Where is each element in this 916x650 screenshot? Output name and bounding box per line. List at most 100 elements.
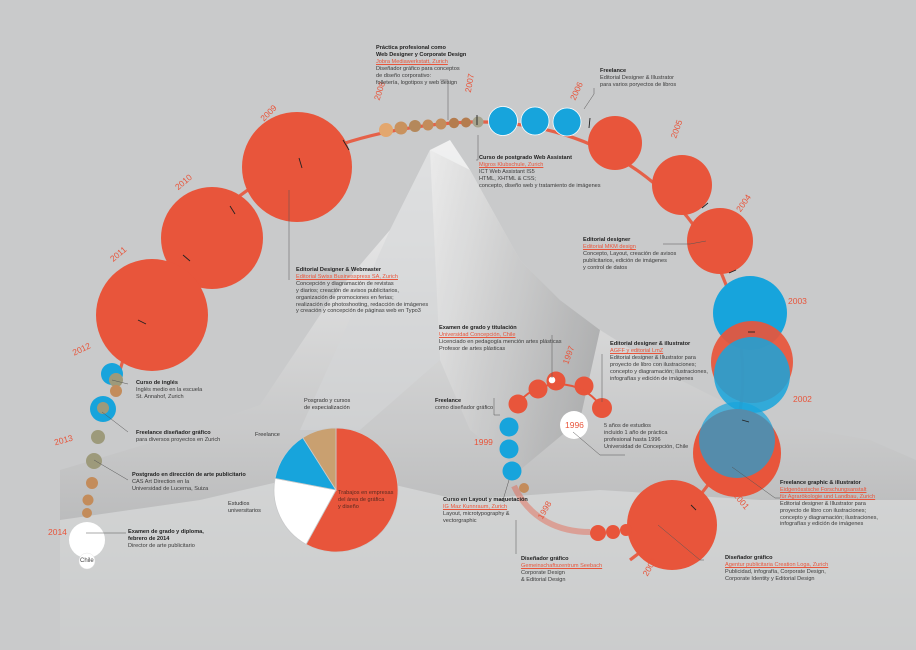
- entry-line: proyecto de libro con ilustraciones;: [610, 361, 697, 368]
- entry-org: AGFF y editorial LmZ: [610, 347, 664, 354]
- year-2002: 2002: [793, 394, 812, 404]
- circle-2013-c: [86, 477, 98, 489]
- circle-1999-a: [499, 417, 519, 437]
- entry-line: concepto y diagramación; ilustraciones,: [610, 368, 708, 375]
- entry-line: para varios poryectos de libros: [600, 81, 677, 88]
- entry-line: Editorial Designer & Illustrator: [600, 74, 674, 81]
- pie-label-trabajos: Trabajos en empresas del área de gráfica…: [338, 490, 393, 510]
- circle-2006-a: [588, 116, 642, 170]
- leader-lines: [86, 79, 780, 561]
- entry-line: organización de promociones en ferias;: [296, 294, 394, 301]
- pie-chart: [273, 427, 399, 553]
- entry-title: Diseñador gráfico: [725, 555, 773, 561]
- circle-2012-c: [110, 385, 122, 397]
- entry-line: & Editorial Design: [521, 576, 566, 583]
- year-2014: 2014: [48, 527, 67, 537]
- pie-label-line: del área de gráfica: [338, 496, 385, 503]
- circle-2007-a: [488, 106, 518, 136]
- entry-org: Jobra Mediawerkstatt, Zurich: [376, 58, 448, 65]
- entry-layout: Curso en Layout y maquetación IG Maz Kun…: [443, 497, 528, 525]
- circle-2007-grey: [472, 116, 484, 128]
- circle-2010: [161, 187, 263, 289]
- entry-ingles: Curso de inglés Inglés medio en la escue…: [136, 380, 202, 401]
- circle-2007-c: [552, 107, 582, 137]
- arc-2000-fade: [511, 484, 591, 535]
- entry-title: Freelance diseñador gráfico: [136, 430, 211, 436]
- circle-2008-d: [422, 119, 434, 131]
- entry-line: vectorgraphic: [443, 517, 477, 524]
- circle-2006-b: [652, 155, 712, 215]
- entry-line: HTML, XHTML & CSS;: [479, 175, 536, 182]
- entry-line: Corporate Identity y Editorial Design: [725, 575, 815, 582]
- year-1999: 1999: [474, 437, 493, 447]
- circle-2012-e: [97, 402, 109, 414]
- entry-line: Profesor de artes plásticas: [439, 345, 506, 352]
- entry-title-2: Web Designer y Corporate Design: [376, 51, 467, 58]
- circle-2013-d: [82, 494, 94, 506]
- circle-2013-a: [91, 430, 105, 444]
- entry-org: Editorial Swiss Businesspress SA, Zurich: [296, 273, 398, 280]
- entry-title: Postgrado en dirección de arte publicita…: [132, 472, 246, 478]
- entry-estudios: 5 años de estudios incluido 1 año de prá…: [604, 423, 688, 451]
- entry-line: profesional hasta 1996: [604, 436, 661, 443]
- entry-loga: Diseñador gráfico Agentur publicitaria C…: [725, 555, 828, 583]
- circle-2000-a: [590, 525, 606, 541]
- entry-line: ICT Web Assistant IS5: [479, 168, 535, 175]
- year-2003: 2003: [788, 296, 807, 306]
- entry-examen-grado: Examen de grado y titulación Universidad…: [439, 325, 562, 353]
- circle-2014-chile: [69, 522, 105, 558]
- pie-slice-trabajos: [305, 427, 399, 553]
- entry-title: Curso de postgrado Web Assistant: [479, 155, 572, 161]
- year-1996: 1996: [565, 420, 584, 430]
- entry-title: Editorial designer & illustrator: [610, 341, 691, 347]
- circle-2013-b: [86, 453, 102, 469]
- pie-label-line: de especialización: [304, 404, 350, 411]
- pie-label-estudios: Estudios universitarios: [228, 501, 261, 515]
- pie-label-postgrado: Posgrado y cursos de especialización: [304, 398, 350, 412]
- circle-1999-d: [519, 483, 529, 493]
- circle-2002-blue-b: [699, 402, 775, 478]
- entry-title: Freelance: [600, 68, 627, 74]
- entry-title: Práctica profesional como: [376, 45, 446, 51]
- entry-title: Freelance graphic & illustrator: [780, 480, 861, 486]
- entry-line: Concepto, Layout, creación de avisos: [583, 250, 677, 257]
- entry-org: Agentur publicitaria Creation Loga, Zuri…: [725, 561, 829, 568]
- entry-line: concepto, diseño web y tratamiento de im…: [479, 182, 601, 189]
- entry-line: Layout, microtypography &: [443, 510, 510, 517]
- circle-2008-b: [394, 121, 408, 135]
- entry-line: y control de datos: [583, 264, 628, 271]
- entry-line: Publicidad, infografía, Corporate Design…: [725, 568, 826, 575]
- entry-title: Freelance: [435, 398, 462, 404]
- circle-2008-e: [435, 118, 447, 130]
- entry-line: realización de photoshooting, redacción …: [296, 301, 429, 308]
- circle-1997-a: [592, 398, 612, 418]
- entry-line: publicitarios, edición de imágenes: [583, 257, 667, 264]
- entry-title: Curso en Layout y maquetación: [443, 497, 528, 503]
- entry-line: Universidad de Concepción, Chile: [604, 443, 689, 450]
- entry-line: Diseñador gráfico para conceptos: [376, 65, 460, 72]
- entry-org: Editorial MKM design: [583, 243, 636, 250]
- entry-postgrado-web: Curso de postgrado Web Assistant Migros …: [479, 155, 601, 190]
- entry-org-2: für Agrarökologie und Landbau, Zurich: [780, 493, 876, 500]
- entry-agff: Editorial designer & illustrator AGFF y …: [610, 341, 708, 382]
- entry-org: Migros Klubschule, Zurich: [479, 161, 544, 168]
- inner-ring-1996: [560, 411, 588, 439]
- entry-org: IG Maz Kunnraum, Zurich: [443, 503, 508, 510]
- pie-slice-estudios: [273, 477, 337, 545]
- entry-line: Director de arte publicitario: [128, 542, 195, 549]
- pie-label-line: Posgrado y cursos: [304, 398, 351, 404]
- entry-line: Inglés medio en la escuela: [136, 386, 203, 393]
- circle-1999-c: [502, 461, 522, 481]
- pie-label-line: y diseño: [338, 503, 359, 510]
- entry-title: Diseñador gráfico: [521, 556, 569, 562]
- circle-2009: [242, 112, 352, 222]
- circle-2008-a: [379, 123, 393, 137]
- entry-title: Curso de inglés: [136, 380, 178, 386]
- circle-2000-c: [620, 524, 632, 536]
- entry-freelance-graphic: Freelance graphic & illustrator Eidgenös…: [780, 480, 878, 528]
- entry-line: para diversos proyectos en Zurich: [136, 436, 221, 443]
- entry-line: y diarios; creación de avisos publicitar…: [296, 287, 399, 294]
- entry-line: concepto y diagramación; ilustraciones,: [780, 514, 878, 521]
- entry-freelance-top: Freelance Editorial Designer & Illustrat…: [600, 68, 676, 89]
- pie-label-line: Trabajos en empresas: [338, 490, 394, 496]
